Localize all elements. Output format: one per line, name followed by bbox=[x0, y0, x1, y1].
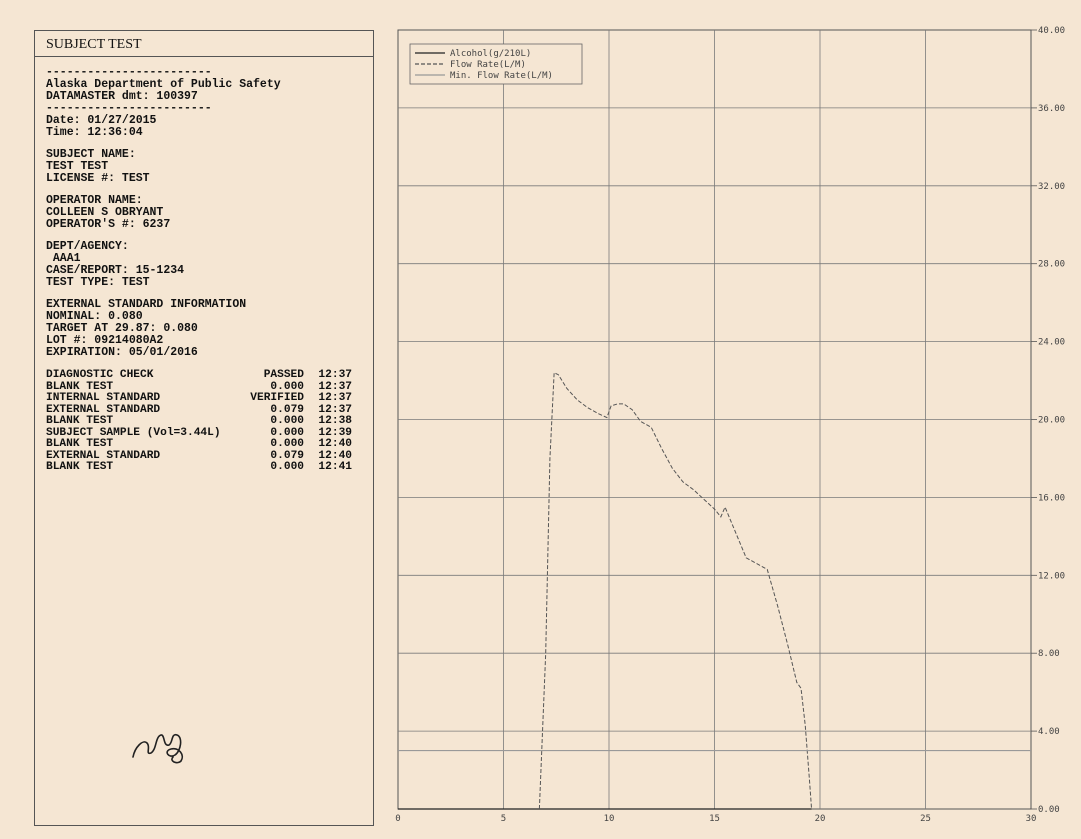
result-time: 12:39 bbox=[318, 426, 352, 439]
y-tick-label: 28.00 bbox=[1038, 260, 1065, 270]
result-name: BLANK TEST bbox=[46, 461, 114, 473]
separator-line: ------------------------ bbox=[46, 66, 212, 79]
y-tick-label: 24.00 bbox=[1038, 338, 1065, 348]
case-report-number: CASE/REPORT: 15-1234 bbox=[46, 264, 185, 277]
operator-name: COLLEEN S OBRYANT bbox=[46, 206, 164, 219]
test-report-panel: SUBJECT TEST ------------------------ Al… bbox=[34, 30, 374, 826]
expiration-date: EXPIRATION: 05/01/2016 bbox=[46, 346, 198, 359]
y-tick-label: 16.00 bbox=[1038, 493, 1065, 503]
y-tick-label: 32.00 bbox=[1038, 182, 1065, 192]
result-row: SUBJECT SAMPLE (Vol=3.44L) 0.000 12:39 bbox=[46, 427, 368, 439]
y-tick-label: 40.00 bbox=[1038, 26, 1065, 36]
result-row: BLANK TEST 0.000 12:37 bbox=[46, 381, 368, 393]
results-table: DIAGNOSTIC CHECK PASSED 12:37 BLANK TEST 0.… bbox=[46, 369, 368, 473]
chart-tick-labels: 0 5 10 15 20 25 300.00 4.00 8.00 12.00 16.00 20.00 2… bbox=[395, 26, 1065, 824]
y-tick-label: 0.00 bbox=[1038, 805, 1060, 815]
operator-name-label: OPERATOR NAME: bbox=[46, 194, 143, 207]
chart-series bbox=[398, 371, 1031, 810]
result-row: BLANK TEST 0.000 12:38 bbox=[46, 415, 368, 427]
result-time: 12:40 bbox=[318, 438, 352, 450]
operator-signature-image bbox=[132, 733, 184, 764]
license-number: LICENSE #: TEST bbox=[46, 172, 150, 185]
result-name: INTERNAL STANDARD bbox=[46, 392, 161, 404]
lot-number: LOT #: 09214080A2 bbox=[46, 334, 164, 347]
x-tick-label: 25 bbox=[920, 814, 931, 824]
result-value: VERIFIED bbox=[250, 392, 304, 404]
y-tick-label: 20.00 bbox=[1038, 416, 1065, 426]
result-name: DIAGNOSTIC CHECK bbox=[46, 369, 154, 381]
result-row: DIAGNOSTIC CHECK PASSED 12:37 bbox=[46, 369, 368, 381]
dept-agency-value: AAA1 bbox=[46, 252, 81, 265]
external-standard-header: EXTERNAL STANDARD INFORMATION bbox=[46, 298, 247, 311]
report-title: SUBJECT TEST bbox=[35, 31, 373, 57]
result-name: BLANK TEST bbox=[46, 415, 114, 427]
result-value: 0.079 bbox=[270, 449, 304, 462]
x-tick-label: 5 bbox=[501, 814, 506, 824]
result-time: 12:40 bbox=[318, 449, 352, 462]
x-tick-label: 10 bbox=[604, 814, 615, 824]
result-name: SUBJECT SAMPLE (Vol=3.44L) bbox=[46, 426, 221, 439]
chart-gridlines bbox=[398, 30, 1031, 809]
series-line-1 bbox=[538, 371, 813, 810]
result-row: BLANK TEST 0.000 12:41 bbox=[46, 461, 368, 473]
x-tick-label: 0 bbox=[395, 814, 400, 824]
target-value: TARGET AT 29.87: 0.080 bbox=[46, 322, 198, 335]
result-time: 12:37 bbox=[318, 403, 352, 416]
legend-box bbox=[409, 43, 583, 85]
test-date: Date: 01/27/2015 bbox=[46, 114, 157, 127]
report-body: ------------------------ Alaska Departme… bbox=[46, 67, 368, 473]
result-name: EXTERNAL STANDARD bbox=[46, 449, 161, 462]
y-tick-label: 4.00 bbox=[1038, 727, 1060, 737]
test-time: Time: 12:36:04 bbox=[46, 126, 143, 139]
result-row: EXTERNAL STANDARD 0.079 12:37 bbox=[46, 404, 368, 416]
y-tick-label: 8.00 bbox=[1038, 649, 1060, 659]
result-value: 0.000 bbox=[270, 380, 304, 393]
result-time: 12:37 bbox=[318, 369, 352, 381]
result-value: PASSED bbox=[263, 369, 304, 381]
subject-name: TEST TEST bbox=[46, 160, 109, 173]
test-type: TEST TYPE: TEST bbox=[46, 276, 150, 289]
legend-label: Alcohol(g/210L) bbox=[450, 49, 531, 59]
result-value: 0.000 bbox=[270, 438, 304, 450]
x-tick-label: 15 bbox=[709, 814, 720, 824]
y-tick-label: 12.00 bbox=[1038, 571, 1065, 581]
result-time: 12:38 bbox=[318, 415, 352, 427]
x-tick-label: 20 bbox=[815, 814, 826, 824]
chart-legend: Alcohol(g/210L)Flow Rate(L/M)Min. Flow R… bbox=[409, 43, 583, 85]
result-name: EXTERNAL STANDARD bbox=[46, 403, 161, 416]
result-time: 12:37 bbox=[318, 380, 352, 393]
legend-label: Flow Rate(L/M) bbox=[450, 60, 526, 70]
result-row: INTERNAL STANDARD VERIFIED 12:37 bbox=[46, 392, 368, 404]
nominal-value: NOMINAL: 0.080 bbox=[46, 310, 143, 323]
x-tick-label: 30 bbox=[1026, 814, 1037, 824]
result-value: 0.000 bbox=[270, 426, 304, 439]
result-value: 0.000 bbox=[270, 415, 304, 427]
dept-agency-label: DEPT/AGENCY: bbox=[46, 240, 129, 253]
result-row: EXTERNAL STANDARD 0.079 12:40 bbox=[46, 450, 368, 462]
result-value: 0.079 bbox=[270, 403, 304, 416]
result-row: BLANK TEST 0.000 12:40 bbox=[46, 438, 368, 450]
separator-line: ------------------------ bbox=[46, 102, 212, 115]
result-name: BLANK TEST bbox=[46, 438, 114, 450]
y-tick-label: 36.00 bbox=[1038, 104, 1065, 114]
result-name: BLANK TEST bbox=[46, 380, 114, 393]
agency-name: Alaska Department of Public Safety bbox=[46, 78, 281, 91]
result-value: 0.000 bbox=[270, 461, 304, 473]
legend-label: Min. Flow Rate(L/M) bbox=[450, 71, 553, 81]
instrument-id: DATAMASTER dmt: 100397 bbox=[46, 90, 198, 103]
subject-name-label: SUBJECT NAME: bbox=[46, 148, 136, 161]
result-time: 12:37 bbox=[318, 392, 352, 404]
result-time: 12:41 bbox=[318, 461, 352, 473]
operator-number: OPERATOR'S #: 6237 bbox=[46, 218, 171, 231]
